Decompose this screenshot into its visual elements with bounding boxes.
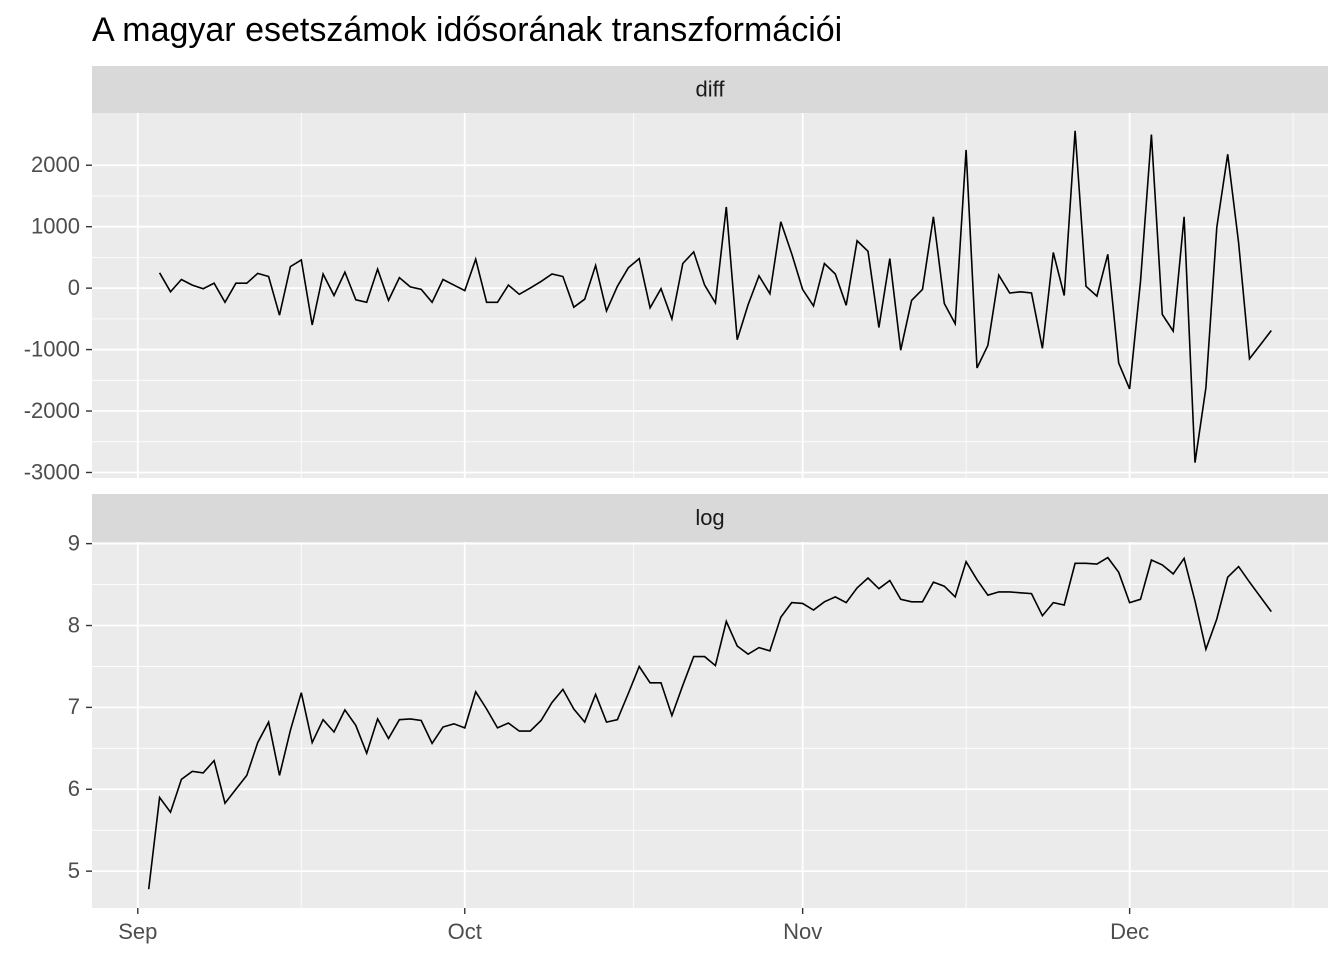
- x-tick-label: Dec: [1110, 919, 1149, 944]
- y-tick-label: 2000: [31, 152, 80, 177]
- y-tick-label: 6: [68, 776, 80, 801]
- data-line: [158, 130, 1272, 463]
- y-tick-label: -1000: [24, 336, 80, 361]
- x-tick-label: Sep: [118, 919, 157, 944]
- y-tick-label: -2000: [24, 398, 80, 423]
- data-line: [147, 556, 1272, 890]
- strip-label: log: [695, 505, 724, 530]
- y-tick-label: 8: [68, 612, 80, 637]
- y-tick-label: -3000: [24, 459, 80, 484]
- y-tick-label: 0: [68, 275, 80, 300]
- y-tick-label: 9: [68, 530, 80, 555]
- panel: [92, 542, 1328, 908]
- x-tick-label: Oct: [448, 919, 482, 944]
- y-tick-label: 5: [68, 858, 80, 883]
- y-tick-label: 1000: [31, 213, 80, 238]
- strip-label: diff: [696, 76, 726, 101]
- strip: [92, 494, 1328, 542]
- chart-title: A magyar esetszámok idősorának transzfor…: [92, 11, 842, 49]
- strip: [92, 66, 1328, 113]
- y-tick-label: 7: [68, 694, 80, 719]
- x-tick-label: Nov: [783, 919, 822, 944]
